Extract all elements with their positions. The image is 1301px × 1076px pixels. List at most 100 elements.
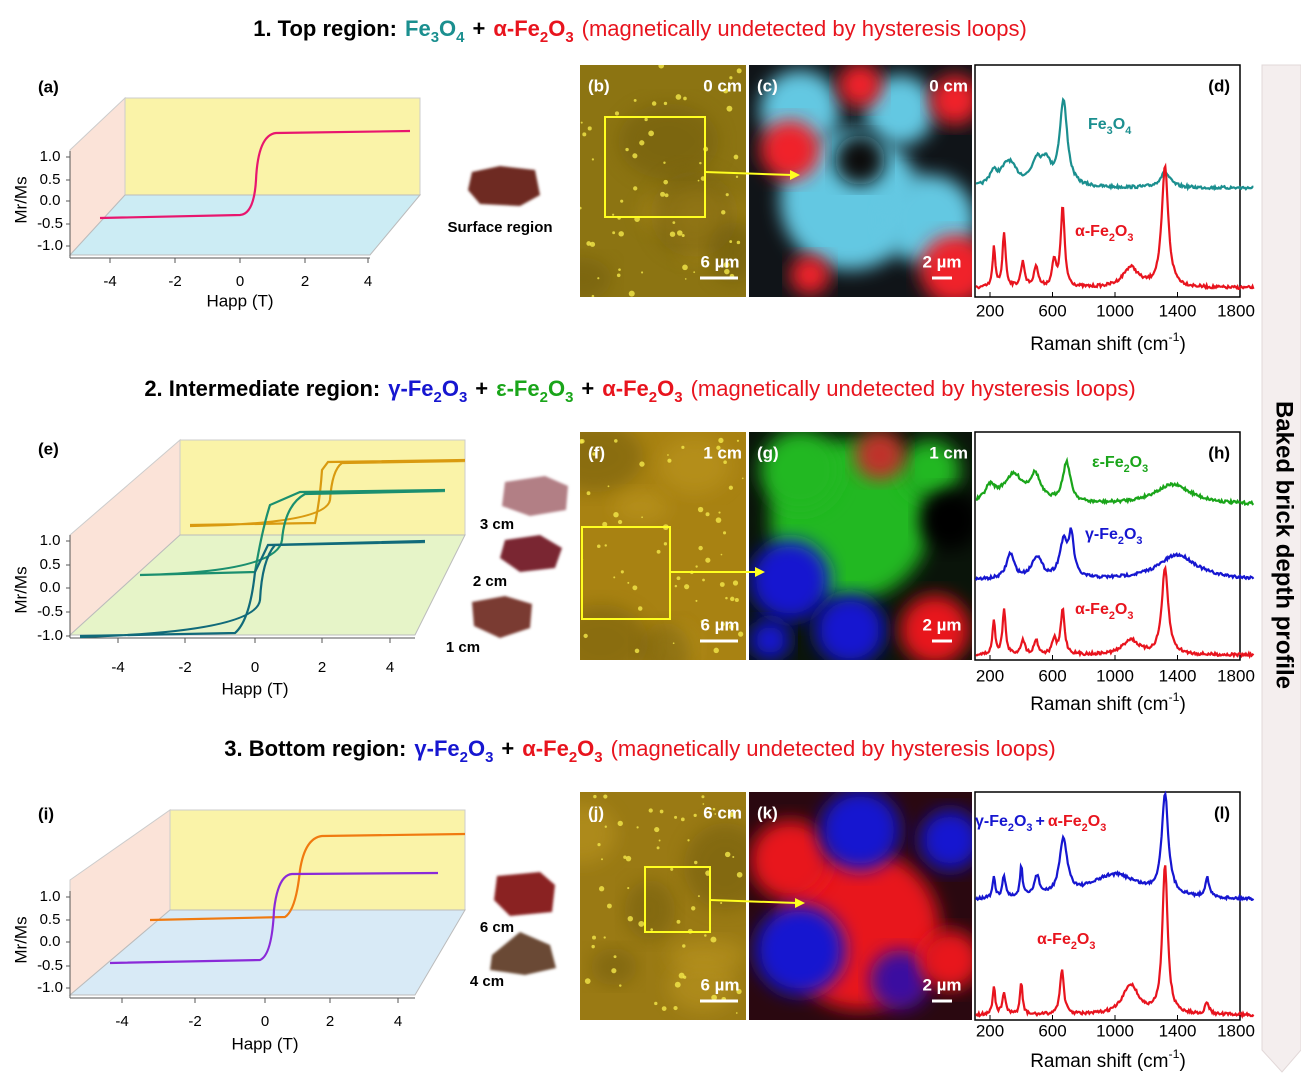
grain xyxy=(635,649,640,654)
grain xyxy=(632,153,637,158)
grain xyxy=(660,192,665,197)
x-axis-label: Happ (T) xyxy=(231,1034,298,1053)
panel-label: (f) xyxy=(588,443,605,462)
x-tick-label: 1800 xyxy=(1217,301,1255,320)
grain xyxy=(654,827,659,832)
x-tick-label: 2 xyxy=(301,273,309,290)
panel-label: (g) xyxy=(757,443,779,462)
grain xyxy=(639,461,644,466)
grain xyxy=(725,597,728,600)
grain xyxy=(623,855,626,858)
grain xyxy=(720,582,725,587)
grain xyxy=(613,576,615,578)
grain xyxy=(641,516,643,518)
grain xyxy=(649,808,653,812)
title-note: (magnetically undetected by hysteresis l… xyxy=(691,376,1136,401)
x-tick-label: 1000 xyxy=(1096,301,1134,320)
grain xyxy=(662,1006,667,1011)
grain xyxy=(718,438,723,443)
texture xyxy=(554,605,648,678)
grain xyxy=(617,273,621,277)
scale-label: 2 µm xyxy=(922,252,961,271)
grain xyxy=(679,973,685,979)
grain xyxy=(734,155,739,160)
panel-label: (b) xyxy=(588,76,610,95)
texture xyxy=(547,804,616,864)
title-joiner: + xyxy=(581,376,594,401)
title-phase: α-Fe2O3 xyxy=(493,16,573,47)
grain xyxy=(588,126,592,130)
grain xyxy=(675,585,677,587)
grain xyxy=(737,440,739,442)
grain xyxy=(695,565,697,567)
grain xyxy=(601,858,603,860)
sample-photo xyxy=(494,872,555,916)
grain xyxy=(718,512,720,514)
subscript: 2 xyxy=(1082,822,1088,834)
grain xyxy=(615,111,619,115)
grain xyxy=(657,550,661,554)
map-blob xyxy=(815,595,885,665)
x-tick-label: 1000 xyxy=(1096,1021,1134,1040)
subscript: 3 xyxy=(1026,822,1032,834)
subscript: 2 xyxy=(1071,940,1077,952)
panel-label: (e) xyxy=(38,439,59,458)
subscript: 3 xyxy=(1107,125,1113,137)
map-blob xyxy=(750,820,830,900)
title-phase: γ-Fe2O3 xyxy=(414,736,493,767)
title-prefix: 2. Intermediate region: xyxy=(144,376,380,401)
grain xyxy=(725,852,730,857)
depth-label: 1 cm xyxy=(929,443,968,462)
x-tick-label: 1400 xyxy=(1159,301,1197,320)
grain xyxy=(665,193,669,197)
y-tick-label: -1.0 xyxy=(37,237,63,254)
x-tick-label: -4 xyxy=(115,1013,128,1030)
grain xyxy=(634,99,637,102)
grain xyxy=(636,826,638,828)
subscript: 3 xyxy=(594,749,602,766)
grain xyxy=(593,795,596,798)
grain xyxy=(654,1002,657,1005)
x-tick-label: 200 xyxy=(976,1021,1004,1040)
sample-label: 6 cm xyxy=(480,919,514,936)
title-joiner: + xyxy=(472,16,485,41)
x-tick-label: 1800 xyxy=(1217,666,1255,685)
grain xyxy=(613,512,618,517)
grain xyxy=(614,439,618,443)
grain xyxy=(585,978,591,984)
subscript: 2 xyxy=(649,389,657,406)
texture xyxy=(668,939,747,972)
title-phase: α-Fe2O3 xyxy=(522,736,602,767)
depth-label: 0 cm xyxy=(703,76,742,95)
grain xyxy=(660,810,664,814)
map-blob xyxy=(750,620,790,660)
x-tick-label: 4 xyxy=(394,1013,402,1030)
grain xyxy=(618,268,621,271)
grain xyxy=(698,507,703,512)
x-tick-label: -4 xyxy=(111,659,124,676)
grain xyxy=(699,162,701,164)
x-axis-label: Happ (T) xyxy=(221,679,288,698)
x-axis-label: Happ (T) xyxy=(206,291,273,310)
subscript: 2 xyxy=(1124,463,1130,475)
subscript: 2 xyxy=(434,389,442,406)
grain xyxy=(682,944,685,947)
grain xyxy=(677,230,683,236)
x-tick-label: -2 xyxy=(178,659,191,676)
depth-label: 1 cm xyxy=(703,443,742,462)
grain xyxy=(714,648,719,653)
title-joiner: + xyxy=(501,736,514,761)
scale-label: 6 µm xyxy=(700,615,739,634)
x-axis-label: Raman shift (cm-1) xyxy=(1030,1047,1186,1072)
depth-label: 0 cm xyxy=(929,76,968,95)
grain xyxy=(737,68,742,73)
y-tick-label: -0.5 xyxy=(37,215,63,232)
grain xyxy=(605,544,607,546)
map-blob xyxy=(855,430,905,480)
sample-label: 2 cm xyxy=(473,573,507,590)
grain xyxy=(704,934,706,936)
grain xyxy=(737,241,740,244)
grain xyxy=(638,921,644,927)
grain xyxy=(698,895,700,897)
grain xyxy=(694,861,697,864)
